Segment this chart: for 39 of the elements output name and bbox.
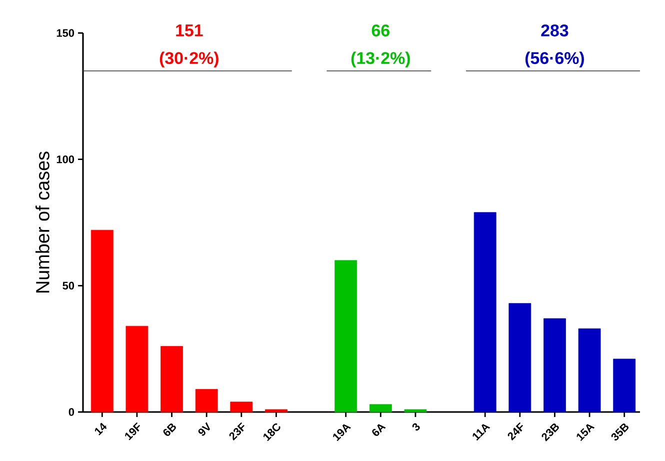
bar xyxy=(544,318,566,412)
annotation: (56·6%) xyxy=(525,52,584,68)
bar xyxy=(613,358,636,412)
x-tick-label: 19A xyxy=(333,424,352,442)
y-tick-label: 0 xyxy=(68,408,74,416)
x-tick-label: 18C xyxy=(263,423,280,442)
x-tick-label: 15A xyxy=(576,424,595,442)
x-tick-label: 11A xyxy=(472,424,490,441)
bar xyxy=(126,326,148,412)
bar xyxy=(90,230,114,412)
bar xyxy=(230,402,253,412)
annotation: (13·2%) xyxy=(351,52,410,68)
bar xyxy=(265,409,288,412)
x-tick-label: 35B xyxy=(611,424,628,441)
bar xyxy=(508,303,532,412)
x-tick-label: 24F xyxy=(508,422,523,440)
annotation: 283 xyxy=(541,24,568,36)
bar xyxy=(474,212,496,412)
annotation: (30·2%) xyxy=(160,52,218,68)
x-tick-label: 14 xyxy=(94,422,107,436)
x-tick-label: 23F xyxy=(229,422,244,440)
bar xyxy=(334,260,358,412)
bar xyxy=(369,404,392,412)
x-tick-label: 3 xyxy=(412,423,420,431)
annotation: 66 xyxy=(372,24,390,36)
y-tick-label: 100 xyxy=(56,155,74,164)
bar xyxy=(578,328,601,412)
y-axis-title: Number of cases xyxy=(35,152,50,292)
x-tick-label: 6A xyxy=(372,424,386,436)
x-tick-label: 19F xyxy=(125,422,140,440)
annotation: 151 xyxy=(176,24,203,36)
x-tick-label: 9V xyxy=(198,422,210,436)
bar xyxy=(195,389,218,412)
bar xyxy=(404,409,427,412)
y-tick-label: 150 xyxy=(56,29,74,37)
x-tick-label: 23B xyxy=(542,424,559,442)
x-tick-label: 6B xyxy=(163,424,176,436)
y-tick-label: 50 xyxy=(62,282,74,290)
bar xyxy=(160,346,183,412)
